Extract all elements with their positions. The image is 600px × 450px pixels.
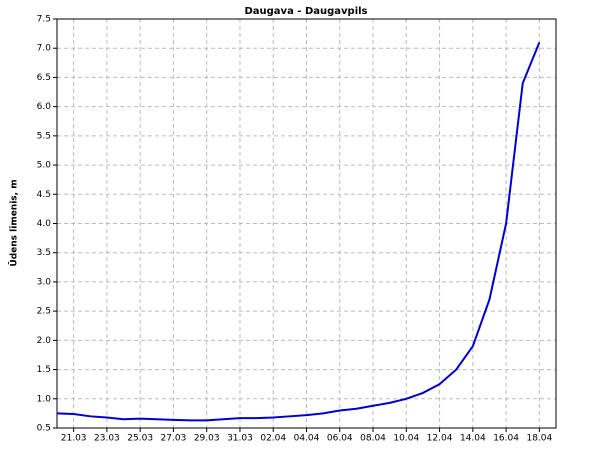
y-axis-label: Ūdens līmenis, m (9, 179, 20, 266)
y-tick-label: 0.5 (37, 424, 51, 434)
y-tick-label: 6.0 (37, 102, 52, 112)
y-tick-label: 5.0 (37, 161, 52, 171)
x-tick-label: 27.03 (161, 434, 187, 444)
x-tick-label: 16.04 (493, 434, 519, 444)
x-tick-label: 10.04 (393, 434, 419, 444)
y-tick-label: 4.0 (37, 219, 52, 229)
chart-title: Daugava - Daugavpils (244, 6, 367, 17)
x-tick-label: 06.04 (327, 434, 353, 444)
plot-frame (56, 18, 557, 429)
y-tick-label: 7.0 (37, 44, 52, 54)
y-tick-label: 1.0 (37, 394, 52, 404)
x-tick-label: 14.04 (460, 434, 486, 444)
x-tick-label: 25.03 (127, 434, 153, 444)
x-tick-label: 04.04 (294, 434, 320, 444)
x-tick-label: 21.03 (61, 434, 87, 444)
x-tick-label: 18.04 (526, 434, 552, 444)
y-tick-label: 2.0 (37, 336, 52, 346)
y-tick-label: 3.5 (37, 248, 51, 258)
data-line (56, 41, 541, 422)
y-tick-label: 4.5 (37, 190, 51, 200)
x-tick-label: 12.04 (427, 434, 453, 444)
y-tick-label: 7.5 (37, 15, 51, 25)
y-tick-label: 2.5 (37, 307, 51, 317)
x-tick-label: 02.04 (260, 434, 286, 444)
x-tick-label: 08.04 (360, 434, 386, 444)
x-tick-label: 23.03 (94, 434, 120, 444)
x-tick-label: 31.03 (227, 434, 253, 444)
y-tick-label: 6.5 (37, 73, 51, 83)
y-tick-label: 5.5 (37, 131, 51, 141)
y-tick-label: 3.0 (37, 277, 52, 287)
x-tick-label: 29.03 (194, 434, 220, 444)
y-tick-label: 1.5 (37, 365, 51, 375)
